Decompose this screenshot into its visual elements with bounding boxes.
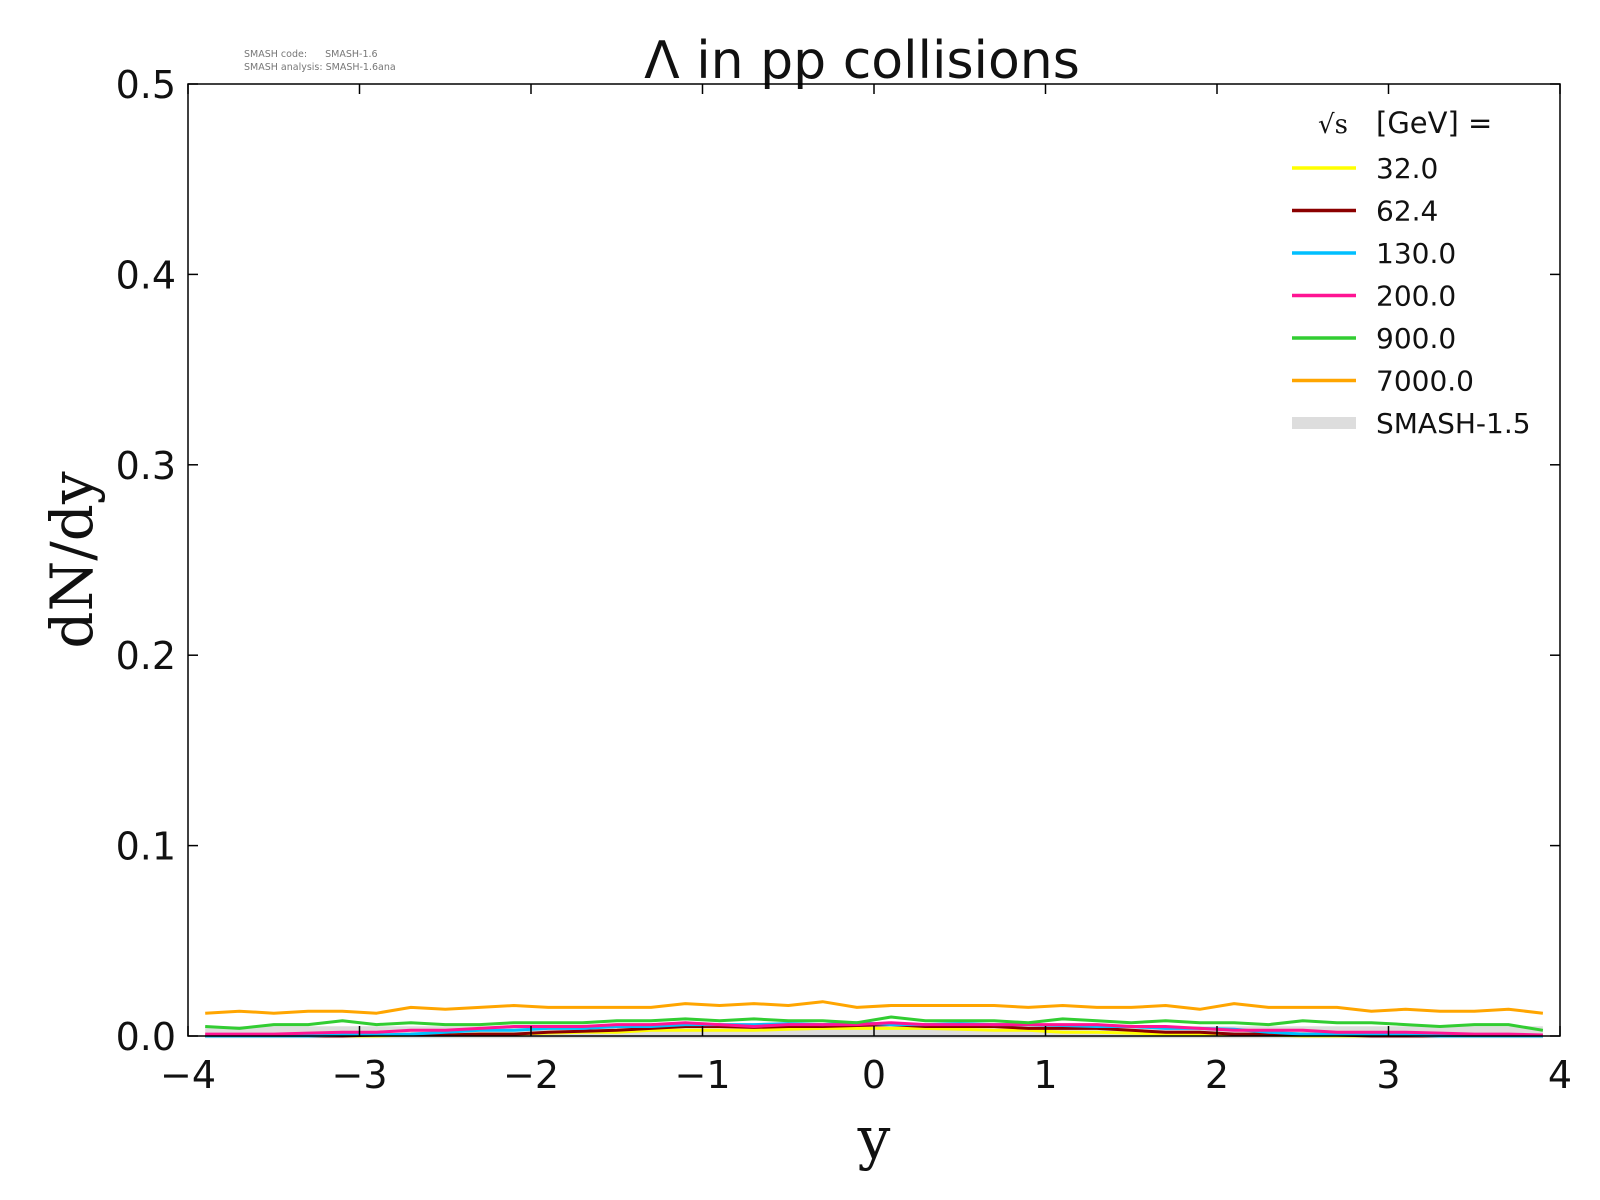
x-tick-label: −3 [331,1053,387,1097]
x-tick-label: −4 [160,1053,216,1097]
legend-title: √s [GeV] = [1318,106,1492,140]
x-tick-label: 2 [1205,1053,1229,1097]
x-tick-label: 3 [1376,1053,1400,1097]
y-tick-label: 0.4 [116,253,176,297]
legend-label: 200.0 [1376,280,1456,313]
y-tick-label: 0.1 [116,825,176,869]
legend-label: 62.4 [1376,195,1438,228]
series-line-5 [205,1015,1544,1032]
x-axis-label: y [857,1104,891,1172]
legend-title-symbol: √s [1318,110,1348,140]
x-tick-label: −1 [674,1053,730,1097]
y-tick-label: 0.3 [116,444,176,488]
legend-title-text: [GeV] = [1376,106,1492,140]
legend-entries: 32.0 62.4 130.0 200.0 900.0 7000.0 SMASH-1.5 [1292,152,1531,440]
x-tick-label: 0 [862,1053,886,1097]
x-tick-label: −2 [503,1053,559,1097]
legend-label: 130.0 [1376,237,1456,270]
series-line-4 [205,1021,1543,1037]
legend-label: SMASH-1.5 [1376,407,1531,440]
smash-code-version: SMASH code: SMASH-1.6 [244,49,378,60]
legend: √s [GeV] = 32.0 62.4 130.0 200.0 900.0 7000.0… [1292,106,1531,440]
y-axis-label: dN/dy [38,471,106,649]
smash-analysis-version: SMASH analysis: SMASH-1.6ana [244,62,396,73]
chart-title: Λ in pp collisions [644,31,1080,91]
series-line-6 [205,1000,1544,1015]
y-tick-label: 0.5 [116,63,176,107]
legend-label: 900.0 [1376,322,1456,355]
legend-label: 32.0 [1376,152,1438,185]
y-tick-label: 0.2 [116,634,176,678]
plot-frame [187,83,1561,1037]
tick-layer: −4 −3 −2 −1 0 1 2 3 4 0.0 0.1 0.2 0.3 0.4 0.5 [116,63,1573,1097]
legend-label: 7000.0 [1376,365,1474,398]
y-tick-label: 0.0 [116,1015,176,1059]
x-tick-label: 1 [1033,1053,1057,1097]
x-tick-label: 4 [1548,1053,1572,1097]
